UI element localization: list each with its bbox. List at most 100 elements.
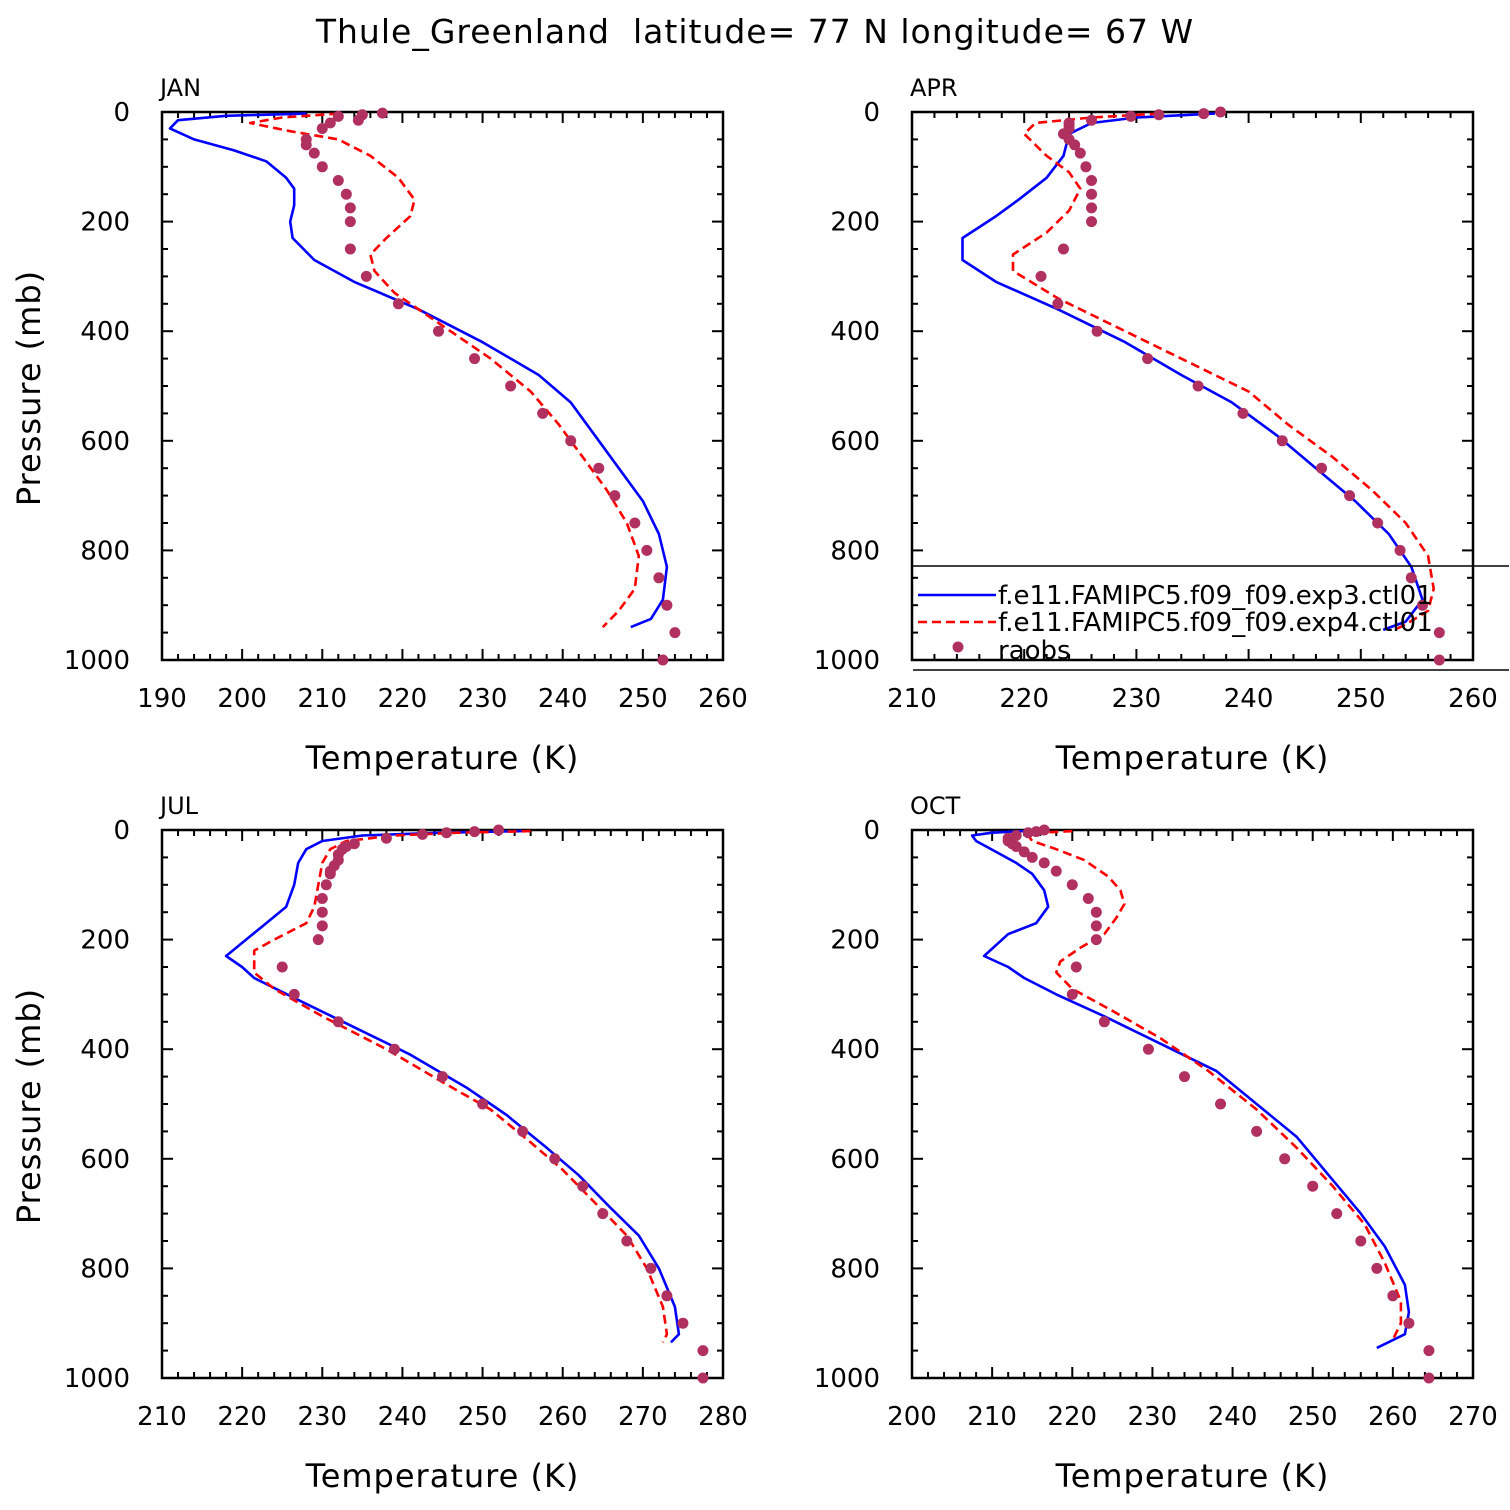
- x-tick-label: 210: [137, 1402, 187, 1432]
- raobs-point: [1066, 988, 1078, 1000]
- y-tick-label: 1000: [64, 1364, 130, 1394]
- legend-label: f.e11.FAMIPC5.f09_f09.exp3.ctl01: [998, 581, 1433, 611]
- panel-jul: JUL 210 220 230 240 250 260 270 280 0 200 400 600 800…: [10, 792, 748, 1495]
- raobs-point: [1086, 202, 1098, 214]
- raobs-point: [324, 117, 336, 129]
- x-tick-label: 230: [1128, 1402, 1178, 1432]
- y-tick-label: 800: [830, 1254, 880, 1284]
- raobs-point: [344, 243, 356, 255]
- raobs-point: [416, 828, 428, 840]
- panels-group: JAN 190 200 210 220 230 240 250 260 0 200 400 600 800…: [10, 74, 1498, 1495]
- raobs-point: [1423, 1345, 1435, 1357]
- raobs-point: [1403, 1317, 1415, 1329]
- raobs-point: [1215, 1098, 1227, 1110]
- x-tick-label: 230: [1112, 684, 1162, 714]
- raobs-point: [1082, 893, 1094, 904]
- series-line-exp4: [1011, 112, 1435, 632]
- x-tick-label: 210: [887, 684, 937, 714]
- raobs-point: [1371, 1262, 1383, 1274]
- raobs-point: [1387, 1290, 1399, 1302]
- x-tick-label: 240: [1224, 684, 1274, 714]
- legend: f.e11.FAMIPC5.f09_f09.exp3.ctl01f.e11.FA…: [913, 565, 1509, 671]
- raobs-point: [669, 627, 681, 639]
- raobs-point: [1142, 353, 1154, 365]
- raobs-point: [621, 1235, 633, 1247]
- panel-title: OCT: [910, 792, 961, 820]
- x-tick-label: 260: [698, 684, 748, 714]
- raobs-point: [1091, 325, 1103, 337]
- raobs-point: [1433, 654, 1445, 666]
- legend-label: raobs: [998, 636, 1071, 666]
- raobs-point: [1080, 161, 1092, 173]
- y-tick-label: 400: [830, 1035, 880, 1065]
- legend-marker-raobs: [952, 641, 964, 653]
- raobs-point: [1026, 851, 1038, 863]
- figure-title: Thule_Greenland latitude= 77 N longitude…: [315, 12, 1195, 51]
- y-tick-label: 0: [863, 816, 880, 846]
- x-tick-label: 270: [1448, 1402, 1498, 1432]
- y-tick-label: 800: [830, 536, 880, 566]
- y-tick-label: 600: [80, 427, 130, 457]
- x-tick-label: 240: [538, 684, 588, 714]
- raobs-point: [677, 1317, 689, 1329]
- raobs-point: [469, 826, 481, 838]
- raobs-point: [376, 107, 388, 119]
- raobs-point: [344, 202, 356, 214]
- raobs-point: [641, 544, 653, 556]
- raobs-point: [597, 1208, 609, 1220]
- raobs-point: [380, 832, 392, 844]
- series-line-exp4: [252, 829, 669, 1343]
- legend-label: f.e11.FAMIPC5.f09_f09.exp4.ctl01: [998, 608, 1433, 638]
- raobs-point: [1344, 490, 1356, 502]
- x-tick-label: 260: [538, 1402, 588, 1432]
- raobs-point: [1316, 462, 1328, 474]
- y-tick-label: 600: [830, 1145, 880, 1175]
- panel-title: APR: [910, 74, 958, 102]
- y-tick-label: 200: [80, 208, 130, 238]
- x-axis-label: Temperature (K): [305, 739, 580, 777]
- raobs-point: [1090, 934, 1102, 946]
- raobs-point: [549, 1153, 561, 1165]
- raobs-point: [1030, 826, 1042, 838]
- raobs-point: [1394, 544, 1406, 556]
- raobs-point: [469, 353, 481, 365]
- x-tick-label: 210: [967, 1402, 1017, 1432]
- raobs-point: [1331, 1208, 1343, 1220]
- raobs-point: [352, 114, 364, 126]
- raobs-point: [697, 1372, 709, 1384]
- y-tick-label: 200: [830, 208, 880, 238]
- raobs-point: [1237, 407, 1249, 419]
- x-tick-label: 260: [1448, 684, 1498, 714]
- x-tick-label: 240: [378, 1402, 428, 1432]
- raobs-point: [312, 934, 324, 946]
- raobs-point: [324, 868, 336, 880]
- raobs-point: [653, 572, 665, 584]
- panel-oct: OCT 200 210 220 230 240 250 260 270 0 200 400 600 800…: [814, 792, 1498, 1495]
- series-line-exp4: [248, 112, 641, 629]
- x-tick-label: 200: [887, 1402, 937, 1432]
- raobs-point: [1086, 114, 1098, 126]
- y-tick-label: 200: [830, 926, 880, 956]
- x-tick-label: 190: [137, 684, 187, 714]
- y-tick-label: 0: [113, 816, 130, 846]
- raobs-point: [1372, 517, 1384, 529]
- y-tick-label: 600: [830, 427, 880, 457]
- y-tick-label: 1000: [814, 1364, 880, 1394]
- raobs-point: [437, 1071, 448, 1083]
- raobs-point: [645, 1262, 657, 1274]
- raobs-point: [1215, 106, 1227, 118]
- x-tick-label: 250: [1336, 684, 1386, 714]
- x-tick-label: 250: [458, 1402, 508, 1432]
- raobs-point: [1052, 298, 1064, 310]
- raobs-point: [1279, 1153, 1291, 1165]
- raobs-point: [1433, 627, 1445, 639]
- x-tick-label: 250: [1288, 1402, 1338, 1432]
- x-tick-label: 220: [378, 684, 428, 714]
- series-line-exp3: [168, 112, 669, 629]
- raobs-point: [1069, 139, 1081, 151]
- y-axis-label: Pressure (mb): [10, 988, 48, 1224]
- raobs-point: [661, 599, 673, 611]
- raobs-point: [308, 147, 320, 159]
- raobs-point: [332, 1016, 344, 1028]
